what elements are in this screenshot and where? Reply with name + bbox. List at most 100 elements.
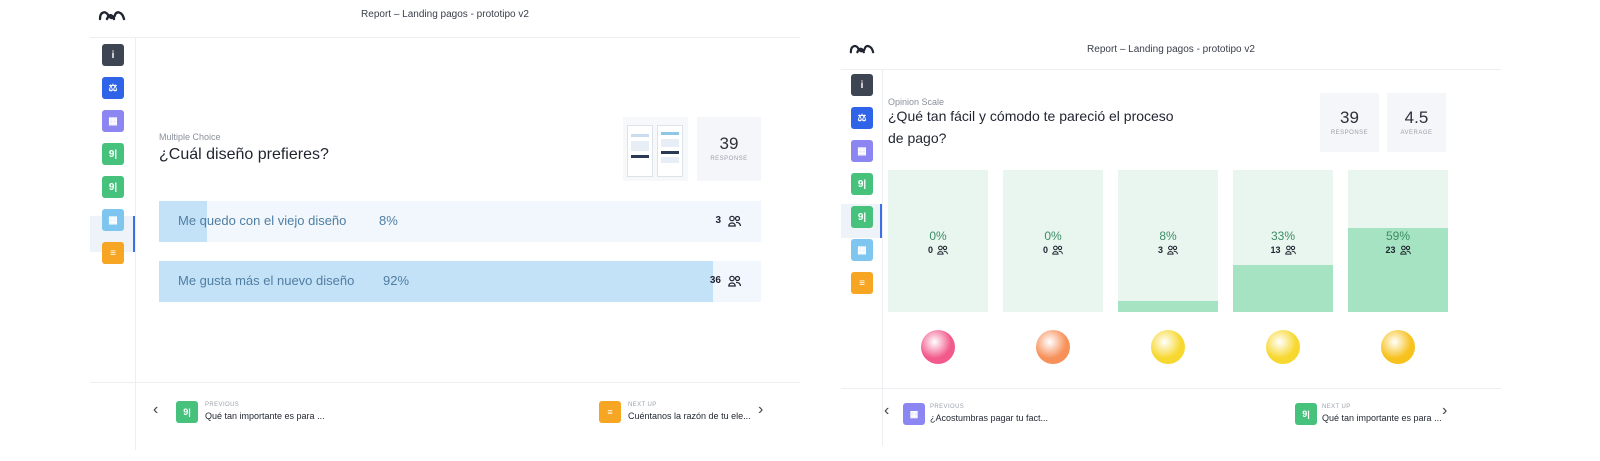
sidebar: i ⚖ ▦ 9| 9| ▦ ≡ (841, 70, 883, 446)
long-text-icon[interactable]: ≡ (851, 272, 873, 294)
question-title-line: ¿Qué tan fácil y cómodo te pareció el pr… (888, 108, 1174, 124)
scale-column: 59% 23 (1348, 170, 1448, 312)
question-type: Multiple Choice (159, 132, 221, 142)
answer-bar: Me quedo con el viejo diseño 8% 3 (159, 201, 761, 242)
response-stat: 39 RESPONSE (697, 117, 761, 181)
people-icon (1167, 245, 1178, 255)
response-label: RESPONSE (710, 156, 748, 162)
sidebar-selected-indicator (133, 216, 135, 252)
scale-column-fill (1233, 265, 1333, 312)
people-icon (1284, 245, 1296, 255)
report-title: Report – Landing pagos - prototipo v2 (361, 9, 529, 20)
answer-label: Me quedo con el viejo diseño (178, 213, 347, 228)
neutral-face-icon (1151, 330, 1185, 364)
response-stat: 39 RESPONSE (1320, 93, 1379, 152)
scale-column: 0% 0 (888, 170, 988, 312)
logo-icon[interactable] (98, 8, 126, 22)
next-label: NEXT UP (628, 402, 657, 408)
answer-percent: 8% (379, 213, 398, 228)
picture-choice-icon[interactable]: ▦ (851, 239, 873, 261)
info-icon[interactable]: i (851, 74, 873, 96)
answer-bar: Me gusta más el nuevo diseño 92% 36 (159, 261, 761, 302)
sidebar-selected-indicator (880, 204, 882, 238)
multiple-choice-icon[interactable]: 9| (1295, 403, 1317, 425)
header-bar: Report – Landing pagos - prototipo v2 (841, 34, 1501, 70)
scale-percent: 8% (1159, 229, 1177, 243)
frowning-face-icon (1036, 330, 1070, 364)
chevron-left-icon[interactable]: ‹ (884, 402, 890, 419)
question-title-line: de pago? (888, 130, 947, 146)
question-title: ¿Qué tan fácil y cómodo te pareció el pr… (888, 105, 1174, 149)
scale-column-fill (1348, 228, 1448, 312)
multiple-choice-icon[interactable]: 9| (102, 176, 124, 198)
scale-count: 3 (1118, 245, 1218, 255)
footer-navigation: ‹ 9| PREVIOUS Qué tan importante es para… (90, 382, 800, 450)
report-title: Report – Landing pagos - prototipo v2 (1087, 44, 1255, 55)
chevron-right-icon[interactable]: › (1442, 402, 1448, 419)
picture-choice-icon[interactable]: ▦ (851, 140, 873, 162)
legal-icon[interactable]: ⚖ (851, 107, 873, 129)
response-label: RESPONSE (1330, 130, 1369, 136)
people-icon (937, 245, 948, 255)
answer-percent: 92% (383, 273, 410, 288)
report-panel-multiple-choice: Report – Landing pagos - prototipo v2 i ⚖… (90, 0, 800, 450)
answer-bar-fill (159, 201, 207, 242)
average-label: AVERAGE (1400, 130, 1433, 136)
multiple-choice-icon[interactable]: 9| (102, 143, 124, 165)
header-bar: Report – Landing pagos - prototipo v2 (90, 0, 800, 38)
scale-percent: 0% (1044, 229, 1062, 243)
next-question-link[interactable]: Cuéntanos la razón de tu ele... (628, 411, 751, 421)
scale-count: 0 (1003, 245, 1103, 255)
long-text-icon[interactable]: ≡ (599, 401, 621, 423)
long-text-icon[interactable]: ≡ (102, 242, 124, 264)
scale-count: 0 (888, 245, 988, 255)
scale-count: 13 (1233, 245, 1333, 255)
people-icon (728, 215, 741, 227)
average-value: 4.5 (1404, 108, 1429, 127)
question-type: Opinion Scale (888, 97, 945, 107)
thumbnail-old-design (627, 125, 653, 177)
previous-question-link[interactable]: Qué tan importante es para ... (205, 411, 325, 421)
scale-count: 23 (1348, 245, 1448, 255)
multiple-choice-icon[interactable]: 9| (176, 401, 198, 423)
picture-choice-icon[interactable]: ▦ (102, 110, 124, 132)
scale-column: 33% 13 (1233, 170, 1333, 312)
multiple-choice-icon[interactable]: 9| (851, 206, 873, 228)
scale-percent: 59% (1385, 229, 1411, 243)
angry-face-icon (921, 330, 955, 364)
multiple-choice-icon[interactable]: 9| (851, 173, 873, 195)
people-icon (1052, 245, 1063, 255)
answer-bar-fill (159, 261, 713, 302)
grinning-face-icon (1381, 330, 1415, 364)
people-icon (728, 275, 741, 287)
next-question-link[interactable]: Qué tan importante es para ... (1322, 413, 1442, 423)
info-icon[interactable]: i (102, 44, 124, 66)
scale-percent: 0% (929, 229, 947, 243)
response-count: 39 (1340, 108, 1359, 127)
picture-choice-icon[interactable]: ▦ (903, 403, 925, 425)
chevron-right-icon[interactable]: › (758, 401, 764, 418)
sidebar: i ⚖ ▦ 9| 9| ▦ ≡ (90, 38, 136, 450)
previous-question-link[interactable]: ¿Acostumbras pagar tu fact... (930, 413, 1049, 423)
logo-icon[interactable] (849, 42, 875, 55)
chevron-left-icon[interactable]: ‹ (153, 401, 159, 418)
thumbnail-new-design (657, 125, 683, 177)
report-panel-opinion-scale: Report – Landing pagos - prototipo v2 i ⚖… (841, 34, 1501, 446)
legal-icon[interactable]: ⚖ (102, 77, 124, 99)
question-title: ¿Cuál diseño prefieres? (159, 146, 329, 163)
answer-count: 36 (709, 275, 721, 286)
picture-choice-icon[interactable]: ▦ (102, 209, 124, 231)
scale-column: 0% 0 (1003, 170, 1103, 312)
next-label: NEXT UP (1322, 404, 1351, 410)
previous-label: PREVIOUS (205, 402, 240, 408)
scale-column-fill (1118, 301, 1218, 312)
smiling-face-icon (1266, 330, 1300, 364)
response-count: 39 (719, 134, 739, 153)
previous-label: PREVIOUS (930, 404, 965, 410)
average-stat: 4.5 AVERAGE (1387, 93, 1446, 152)
footer-navigation: ‹ ▦ PREVIOUS ¿Acostumbras pagar tu fact.… (841, 388, 1501, 446)
scale-column: 8% 3 (1118, 170, 1218, 312)
scale-percent: 33% (1270, 229, 1296, 243)
answer-count: 3 (715, 215, 721, 226)
design-thumbnails[interactable] (623, 117, 688, 181)
